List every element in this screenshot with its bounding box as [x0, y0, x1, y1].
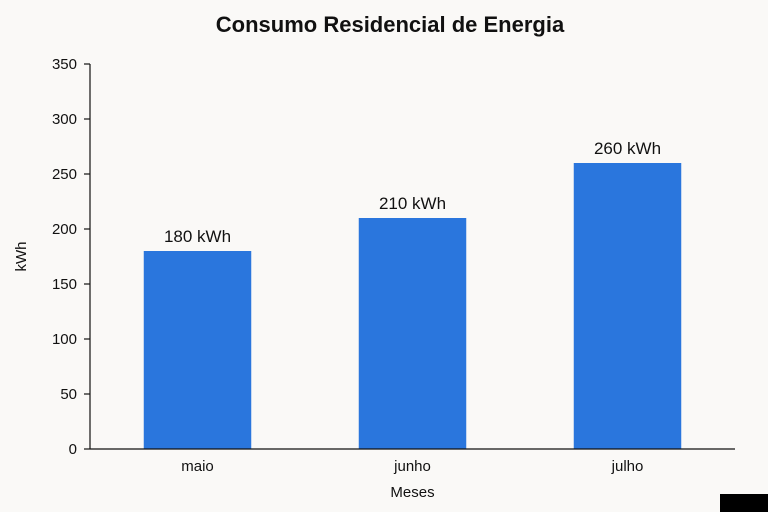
- y-tick-label: 0: [69, 441, 77, 458]
- bars-group: [143, 163, 682, 449]
- y-axis-label: kWh: [13, 242, 30, 272]
- data-labels-group: 180 kWh 210 kWh 260 kWh: [164, 139, 661, 246]
- data-label-julho: 260 kWh: [594, 139, 661, 158]
- y-tick-label: 200: [52, 221, 77, 238]
- y-tick-label: 100: [52, 331, 77, 348]
- x-axis-label: Meses: [390, 484, 434, 501]
- x-tick-label-junho: junho: [393, 458, 431, 475]
- bar-maio: [143, 251, 252, 449]
- y-tick-label: 350: [52, 56, 77, 73]
- y-tick-label: 150: [52, 276, 77, 293]
- corner-black-block: [720, 494, 768, 512]
- data-label-junho: 210 kWh: [379, 194, 446, 213]
- y-tick-label: 250: [52, 166, 77, 183]
- x-tick-label-maio: maio: [181, 458, 214, 475]
- data-label-maio: 180 kWh: [164, 227, 231, 246]
- chart-title: Consumo Residencial de Energia: [216, 12, 565, 37]
- y-tick-label: 50: [60, 386, 77, 403]
- bar-julho: [573, 163, 682, 449]
- x-tick-label-julho: julho: [611, 458, 644, 475]
- x-axis-ticks: maio junho julho: [181, 458, 643, 475]
- bar-junho: [358, 218, 467, 449]
- y-axis-ticks: 0 50 100 150 200 250 300 350: [52, 56, 90, 458]
- y-tick-label: 300: [52, 111, 77, 128]
